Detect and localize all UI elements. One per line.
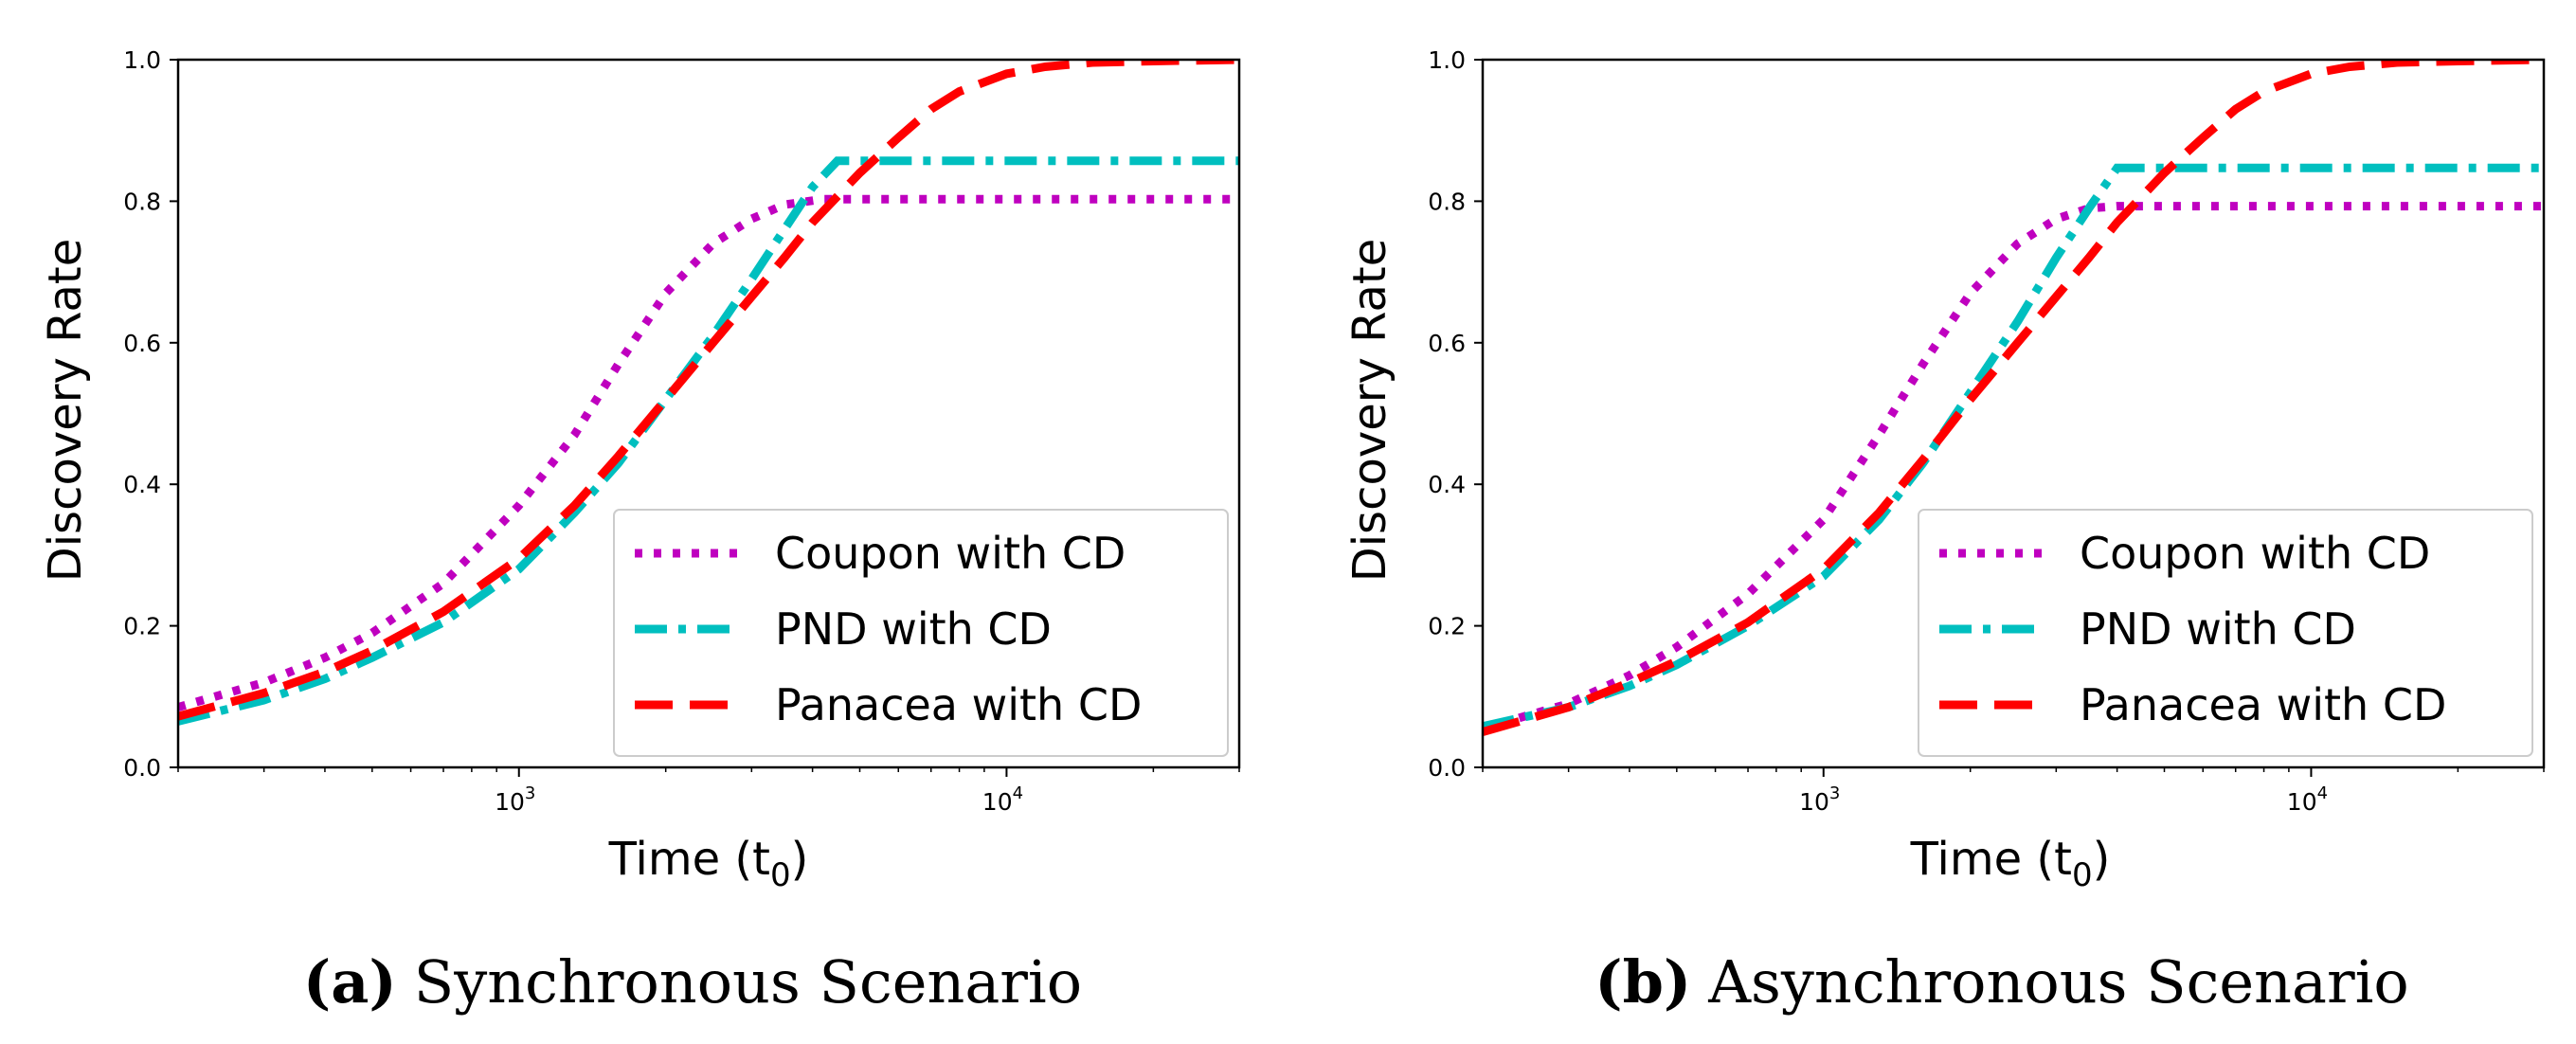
legend-label: Coupon with CD — [775, 528, 1126, 579]
y-tick-label: 1.0 — [1428, 46, 1466, 74]
x-axis-label-subscript: 0 — [770, 856, 791, 894]
series-line-pnd-with-cd — [178, 156, 1239, 726]
panel-synchronous: Discovery Rate Time (t0) (a) Synchronous … — [39, 46, 1241, 1017]
series-group — [1483, 60, 2544, 736]
plot-frame — [176, 58, 1241, 769]
y-tick-label: 0.2 — [123, 613, 161, 640]
x-axis-label: Time (t0) — [608, 833, 809, 894]
legend-label: Coupon with CD — [2080, 528, 2430, 579]
series-line-panacea-with-cd — [1483, 60, 2544, 736]
y-tick-label: 0.6 — [1428, 330, 1466, 357]
panel-caption: (b) Asynchronous Scenario — [1594, 947, 2409, 1017]
x-tick-label: 103 — [495, 783, 535, 816]
legend: Coupon with CD PND with CD Panacea with CD — [1918, 509, 2533, 757]
y-tick-label: 1.0 — [123, 46, 161, 74]
y-tick-label: 0.4 — [123, 471, 161, 498]
y-tick-label: 0.0 — [123, 754, 161, 782]
y-axis-label: Discovery Rate — [1343, 239, 1396, 582]
x-axis-label-subscript: 0 — [2072, 856, 2093, 894]
series-line-pnd-with-cd — [1483, 163, 2544, 731]
legend-label: Panacea with CD — [2080, 679, 2446, 730]
y-tick-label: 0.4 — [1428, 471, 1466, 498]
y-axis-label: Discovery Rate — [39, 239, 92, 582]
y-tick-label: 0.0 — [1428, 754, 1466, 782]
y-tick-label: 0.8 — [1428, 188, 1466, 215]
panel-caption-text: Asynchronous Scenario — [1707, 947, 2408, 1017]
y-tick-label: 0.6 — [123, 330, 161, 357]
series-line-panacea-with-cd — [178, 60, 1239, 721]
y-tick-label: 0.8 — [123, 188, 161, 215]
panel-tag: (a) — [303, 947, 397, 1017]
legend-label: PND with CD — [2080, 603, 2356, 655]
series-line-coupon-with-cd — [178, 194, 1239, 711]
legend-label: PND with CD — [775, 603, 1052, 655]
panel-tag: (b) — [1594, 947, 1691, 1017]
plot-frame — [1481, 58, 2546, 769]
legend-box — [1918, 509, 2533, 757]
x-tick-label: 104 — [982, 783, 1023, 816]
panel-caption-text: Synchronous Scenario — [414, 947, 1082, 1017]
legend-label: Panacea with CD — [775, 679, 1142, 730]
x-tick-label: 104 — [2287, 783, 2328, 816]
series-group — [178, 60, 1239, 726]
x-tick-label: 103 — [1799, 783, 1840, 816]
y-tick-label: 0.2 — [1428, 613, 1466, 640]
series-line-coupon-with-cd — [1483, 202, 2544, 733]
legend: Coupon with CD PND with CD Panacea with CD — [613, 509, 1229, 757]
panel-caption: (a) Synchronous Scenario — [303, 947, 1082, 1017]
legend-box — [613, 509, 1229, 757]
panel-asynchronous: Discovery Rate Time (t0) (b) Asynchronous… — [1343, 46, 2546, 1017]
x-axis-label: Time (t0) — [1910, 833, 2111, 894]
